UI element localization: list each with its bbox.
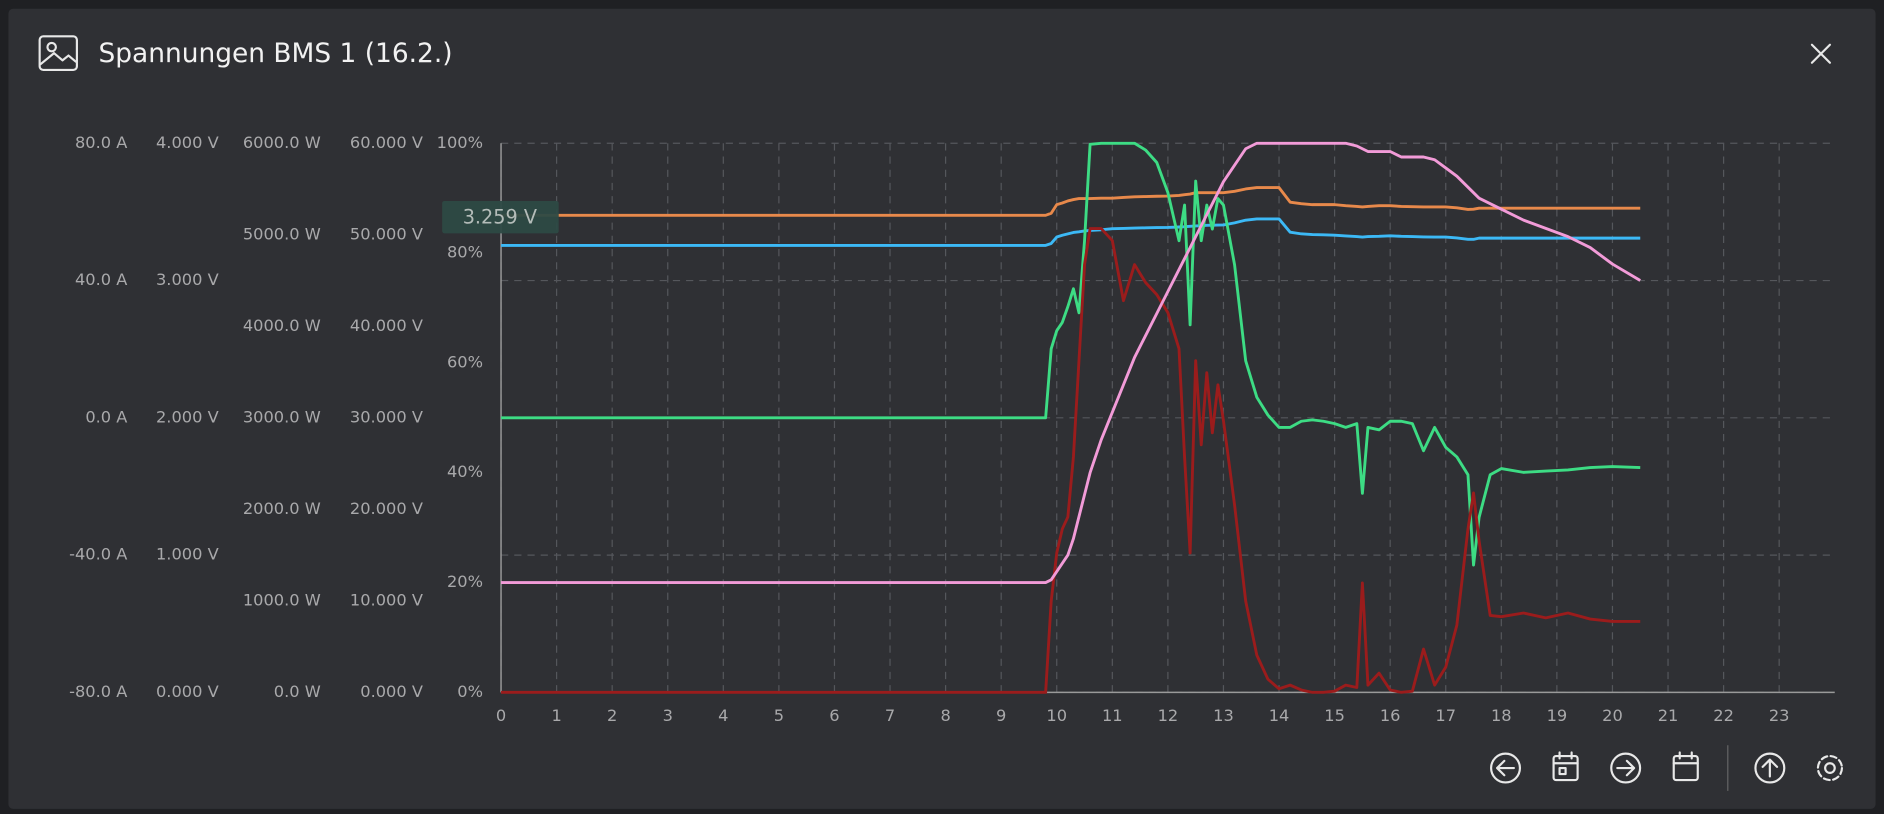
- y-tick-label: 20%: [447, 572, 483, 591]
- y-tick-label: 20.000 V: [350, 499, 423, 518]
- dialog-title: Spannungen BMS 1 (16.2.): [99, 38, 453, 69]
- y-tick-label: 0.000 V: [360, 682, 423, 701]
- x-tick-label: 8: [940, 706, 950, 725]
- y-tick-label: -80.0 A: [69, 682, 127, 701]
- y-tick-label: 40.000 V: [350, 316, 423, 335]
- x-tick-label: 15: [1324, 706, 1345, 725]
- x-tick-label: 1: [551, 706, 561, 725]
- x-tick-label: 14: [1269, 706, 1290, 725]
- tooltip-text: 3.259 V: [463, 205, 537, 228]
- y-tick-label: 0.0 W: [274, 682, 321, 701]
- x-tick-label: 7: [885, 706, 895, 725]
- x-tick-label: 19: [1547, 706, 1568, 725]
- x-tick-label: 0: [496, 706, 506, 725]
- x-tick-label: 4: [718, 706, 728, 725]
- x-tick-label: 16: [1380, 706, 1401, 725]
- y-tick-label: 5000.0 W: [243, 224, 321, 243]
- y-tick-label: 50.000 V: [350, 224, 423, 243]
- x-tick-label: 21: [1658, 706, 1679, 725]
- y-tick-label: 0.000 V: [156, 682, 219, 701]
- x-tick-label: 18: [1491, 706, 1512, 725]
- x-tick-label: 23: [1769, 706, 1790, 725]
- x-tick-label: 20: [1602, 706, 1623, 725]
- series-line: [501, 141, 1641, 567]
- x-tick-label: 17: [1435, 706, 1456, 725]
- y-tick-label: 3000.0 W: [243, 407, 321, 426]
- y-tick-label: 0.0 A: [85, 407, 127, 426]
- chart: 0%20%40%60%80%100%0.000 V10.000 V20.000 …: [69, 133, 1835, 725]
- y-tick-label: 2.000 V: [156, 407, 219, 426]
- x-tick-label: 13: [1213, 706, 1234, 725]
- series-line: [501, 227, 1641, 694]
- image-icon: [38, 35, 78, 72]
- y-tick-label: 1000.0 W: [243, 590, 321, 609]
- y-tick-label: 80.0 A: [75, 133, 127, 152]
- settings-button[interactable]: [1816, 754, 1844, 782]
- y-tick-label: 40%: [447, 462, 483, 481]
- y-tick-label: 6000.0 W: [243, 133, 321, 152]
- y-tick-label: 40.0 A: [75, 270, 127, 289]
- y-tick-label: 4.000 V: [156, 133, 219, 152]
- y-tick-label: 0%: [457, 682, 483, 701]
- y-tick-label: 60%: [447, 352, 483, 371]
- y-tick-label: 60.000 V: [350, 133, 423, 152]
- calendar-day-button[interactable]: [1552, 751, 1579, 782]
- y-tick-label: 30.000 V: [350, 407, 423, 426]
- x-tick-label: 5: [774, 706, 784, 725]
- x-tick-label: 12: [1158, 706, 1179, 725]
- close-button[interactable]: [1810, 43, 1832, 64]
- y-tick-label: 3.000 V: [156, 270, 219, 289]
- x-tick-label: 11: [1102, 706, 1123, 725]
- toolbar: [1490, 745, 1844, 791]
- y-tick-label: 1.000 V: [156, 545, 219, 564]
- previous-day-button[interactable]: [1490, 752, 1522, 784]
- y-tick-label: 2000.0 W: [243, 499, 321, 518]
- y-tick-label: 80%: [447, 243, 483, 262]
- tooltip-box: [442, 200, 559, 234]
- x-tick-label: 6: [829, 706, 839, 725]
- series-line: [501, 186, 1641, 217]
- x-tick-label: 9: [996, 706, 1006, 725]
- x-tick-label: 22: [1713, 706, 1734, 725]
- series-line: [501, 141, 1641, 584]
- y-tick-label: 100%: [437, 133, 483, 152]
- y-tick-label: 4000.0 W: [243, 316, 321, 335]
- y-tick-label: 10.000 V: [350, 590, 423, 609]
- x-tick-label: 3: [663, 706, 673, 725]
- y-tick-label: -40.0 A: [69, 545, 127, 564]
- export-button[interactable]: [1754, 752, 1786, 784]
- x-tick-label: 10: [1046, 706, 1067, 725]
- next-day-button[interactable]: [1610, 752, 1642, 784]
- calendar-button[interactable]: [1672, 751, 1699, 782]
- x-tick-label: 2: [607, 706, 617, 725]
